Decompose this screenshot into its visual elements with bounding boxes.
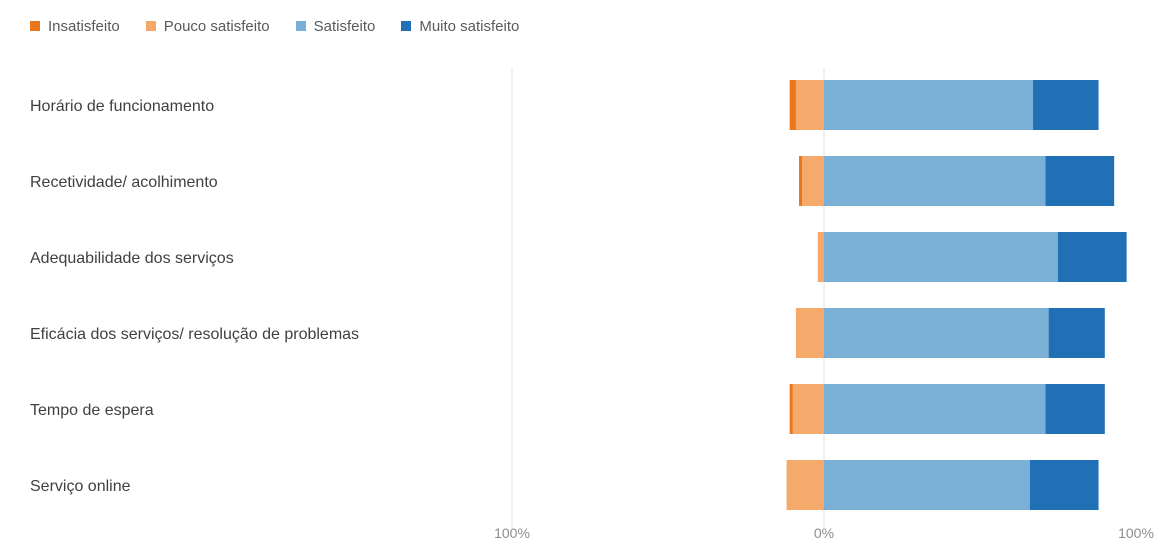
legend-item[interactable]: Pouco satisfeito <box>145 17 270 35</box>
legend-label: Pouco satisfeito <box>163 17 270 35</box>
bar-segment <box>795 80 824 130</box>
legend-swatch <box>401 21 412 31</box>
bar-segment <box>1033 80 1099 130</box>
bar-segment <box>1029 460 1099 510</box>
bar-segment <box>1058 232 1127 282</box>
bar-segment <box>792 384 824 434</box>
bar-segment <box>824 384 1046 434</box>
bar-segment <box>789 80 796 130</box>
category-label: Adequabilidade dos serviços <box>30 250 234 267</box>
legend-label: Satisfeito <box>313 17 376 35</box>
legend-label: Insatisfeito <box>48 17 120 35</box>
legend-item[interactable]: Insatisfeito <box>30 18 120 35</box>
bar-segment <box>824 80 1034 130</box>
bar-segment <box>1045 384 1105 434</box>
legend-label: Muito satisfeito <box>419 17 520 35</box>
x-tick-label: 100% <box>494 525 530 540</box>
x-tick-label: 100% <box>1118 525 1154 540</box>
bar-segment <box>824 232 1058 282</box>
bar-segment <box>789 384 793 434</box>
x-tick-label: 0% <box>814 525 834 540</box>
bar-segment <box>795 308 824 358</box>
legend-item[interactable]: Satisfeito <box>295 17 376 35</box>
category-label: Tempo de espera <box>30 402 154 419</box>
bar-segment <box>817 232 824 282</box>
bar-segment <box>824 460 1030 510</box>
category-label: Horário de funcionamento <box>30 98 214 115</box>
bar-segment <box>1048 308 1105 358</box>
category-label: Eficácia dos serviços/ resolução de prob… <box>30 326 359 343</box>
category-label: Recetividade/ acolhimento <box>30 174 218 191</box>
legend-swatch <box>145 21 156 31</box>
legend-swatch <box>30 21 40 31</box>
legend: Insatisfeito Pouco satisfeito Satisfeito Mu… <box>30 14 519 38</box>
category-label: Serviço online <box>30 478 131 495</box>
bar-segment <box>786 460 824 510</box>
bar-segment <box>802 156 824 206</box>
bar-segment <box>824 156 1046 206</box>
bar-segment <box>799 156 803 206</box>
legend-swatch <box>295 21 306 31</box>
bar-segment <box>1045 156 1115 206</box>
legend-item[interactable]: Muito satisfeito <box>401 18 519 35</box>
bar-segment <box>824 308 1049 358</box>
